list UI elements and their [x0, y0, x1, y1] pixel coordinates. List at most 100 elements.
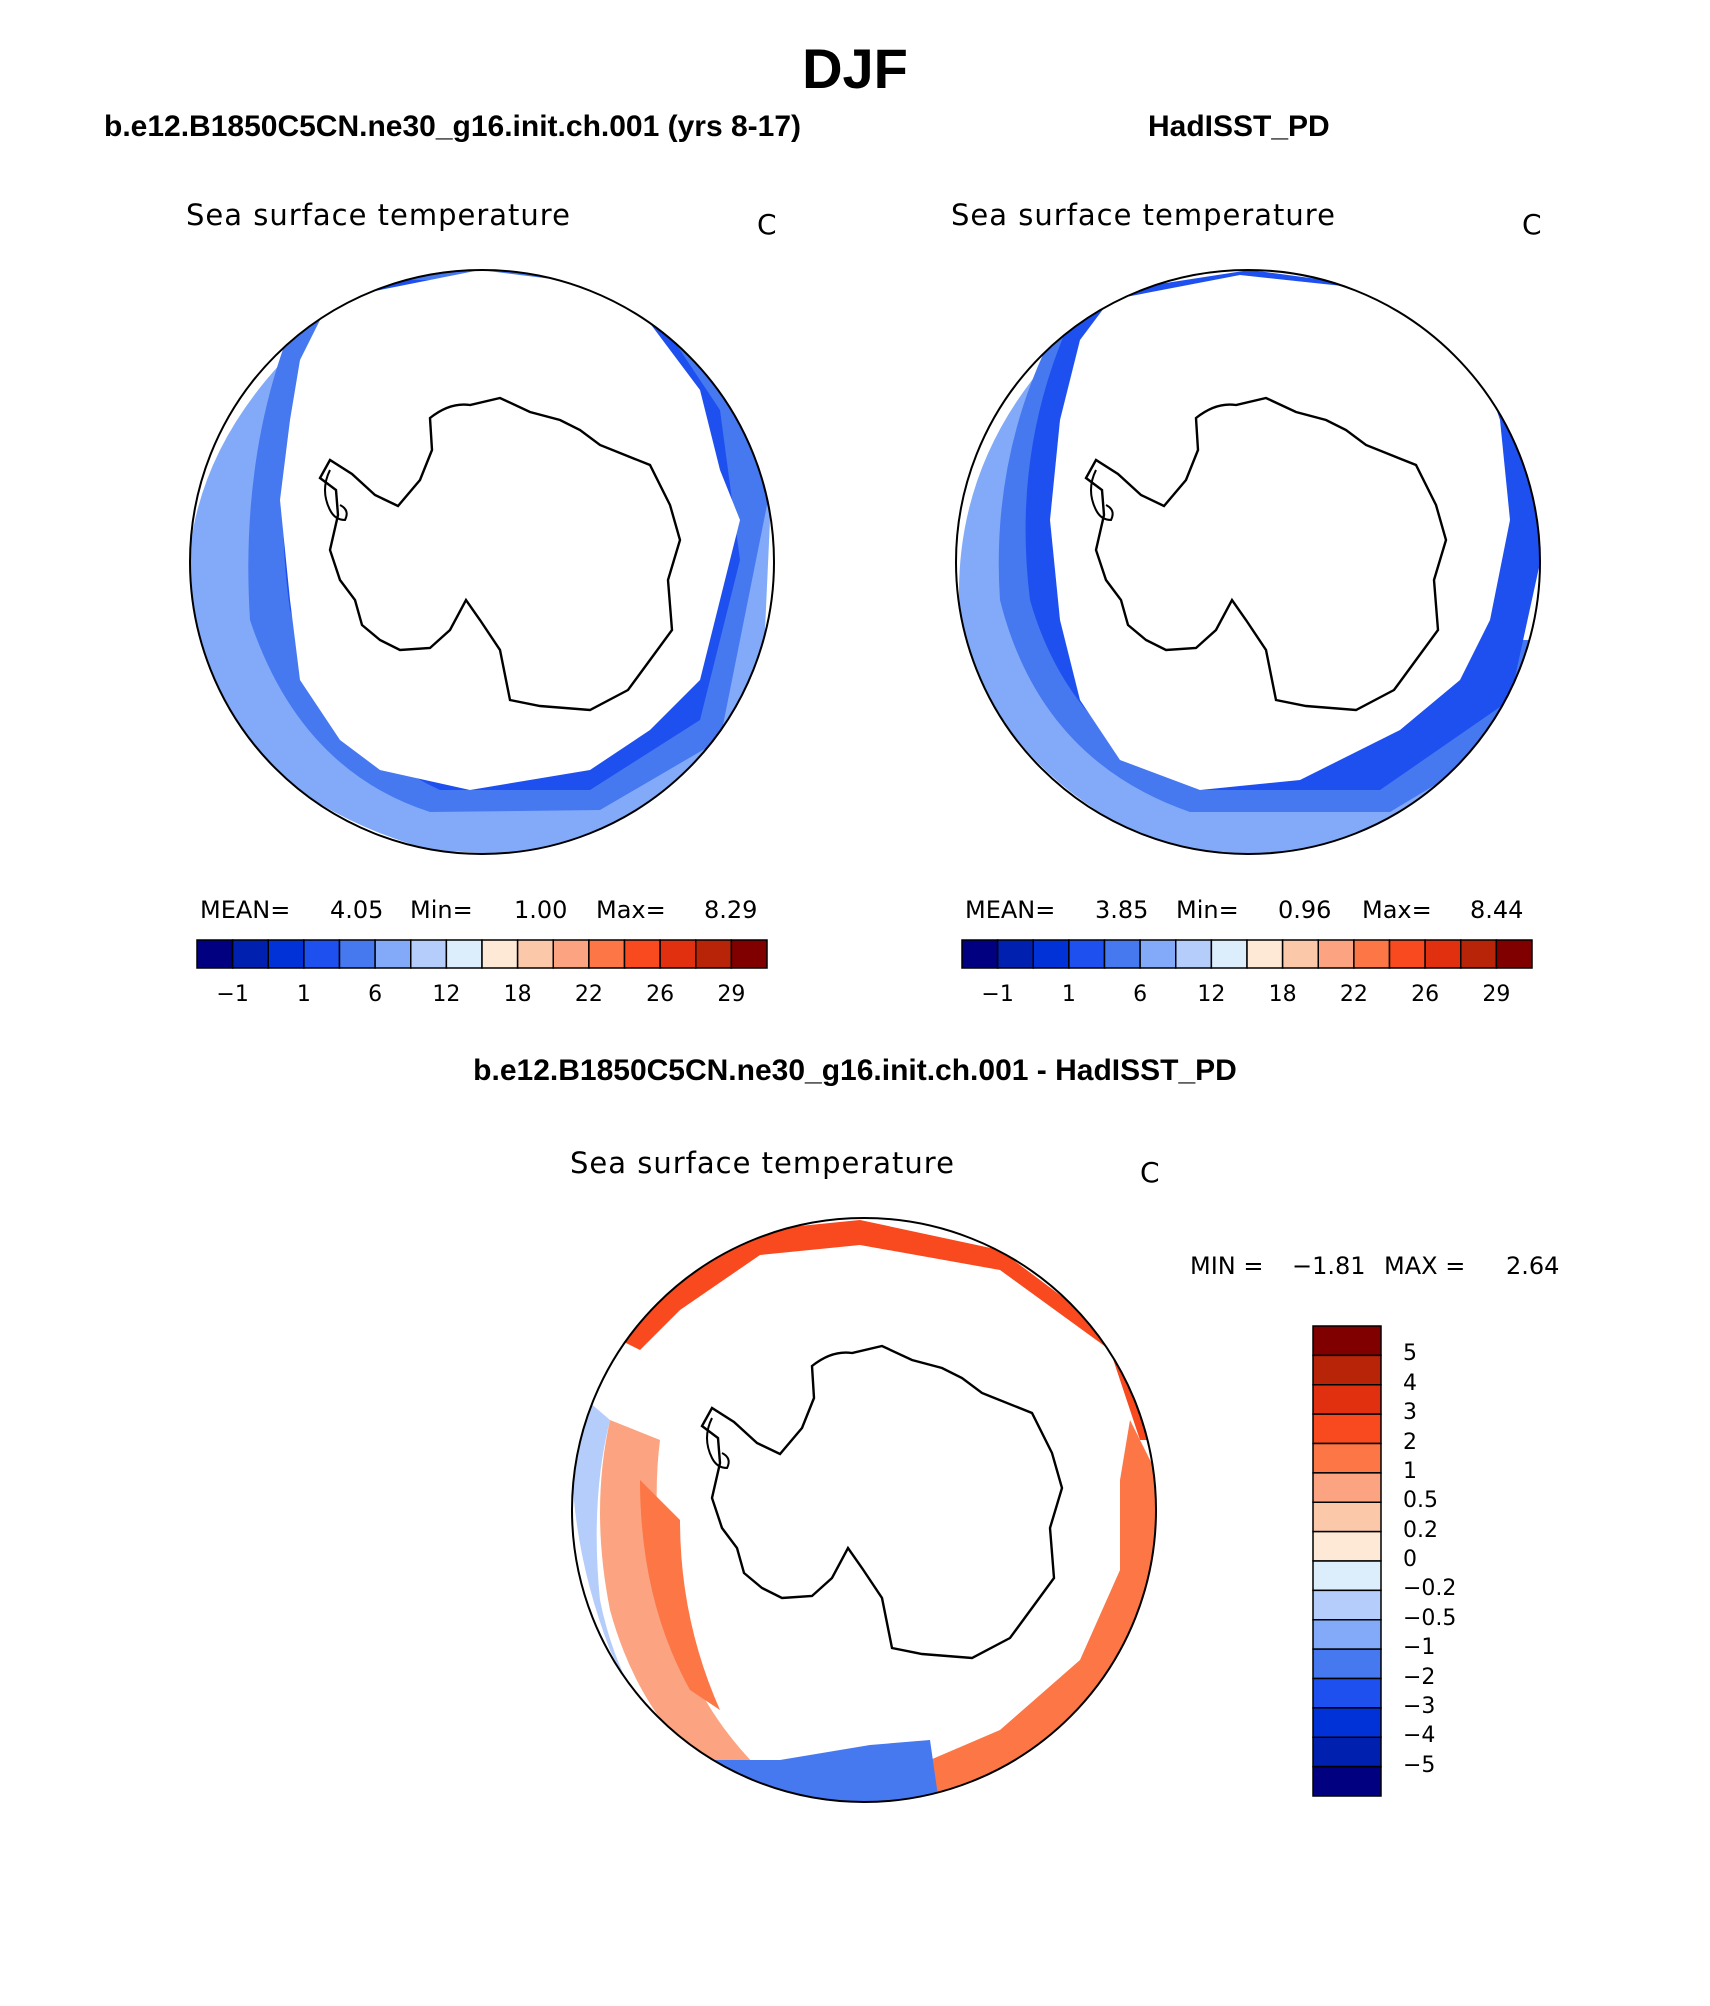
model-colorbar-box — [374, 939, 412, 969]
obs-ice-region — [1050, 275, 1510, 790]
model-colorbar-box — [695, 939, 733, 969]
model-colorbar-tick-label: 29 — [717, 982, 746, 1007]
obs-colorbar — [961, 939, 1533, 969]
difference-colorbar-box — [1312, 1384, 1382, 1415]
obs-min-value: 0.96 — [1278, 896, 1332, 924]
obs-units-label: C — [1522, 208, 1542, 241]
obs-colorbar-box — [1353, 939, 1391, 969]
model-colorbar-tick-label: 6 — [368, 982, 383, 1007]
difference-colorbar-box — [1312, 1707, 1382, 1738]
model-variable-label: Sea surface temperature — [186, 198, 571, 232]
model-map-border — [189, 269, 775, 855]
obs-colorbar-tick-label: 18 — [1268, 982, 1297, 1007]
obs-colorbar-box — [1068, 939, 1106, 969]
obs-colorbar-tick-label: 22 — [1339, 982, 1368, 1007]
difference-colorbar-box — [1312, 1619, 1382, 1650]
obs-colorbar-box — [996, 939, 1034, 969]
model-colorbar-box — [730, 939, 768, 969]
difference-map-border — [571, 1217, 1157, 1803]
difference-colorbar-box — [1312, 1765, 1382, 1797]
diff-warm-west — [600, 1420, 760, 1780]
obs-min-label: Min= — [1176, 896, 1239, 924]
difference-colorbar-box — [1312, 1472, 1382, 1503]
obs-peninsula-outline — [1090, 469, 1114, 522]
difference-colorbar-tick-label: 0 — [1403, 1547, 1417, 1572]
model-colorbar-box — [659, 939, 697, 969]
difference-colorbar-tick-label: 3 — [1403, 1400, 1417, 1426]
model-antarctica-outline — [318, 396, 682, 712]
model-sst-map — [189, 269, 775, 855]
obs-panel-title: HadISST_PD — [1148, 110, 1330, 143]
model-mean-value: 4.05 — [330, 896, 384, 924]
difference-colorbar-box — [1312, 1648, 1382, 1680]
difference-title: b.e12.B1850C5CN.ne30_g16.init.ch.001 - H… — [473, 1054, 1237, 1087]
diff-warm-band-east — [930, 1420, 1156, 1802]
obs-colorbar-box — [1317, 939, 1355, 969]
obs-colorbar-box — [1460, 939, 1498, 969]
model-colorbar-box — [410, 939, 448, 969]
model-colorbar-box — [623, 939, 661, 969]
difference-colorbar-tick-label: 0.2 — [1403, 1517, 1438, 1543]
obs-colorbar-tick-label: 26 — [1411, 982, 1440, 1007]
obs-mean-label: MEAN= — [965, 896, 1056, 924]
difference-colorbar-tick-label: 4 — [1403, 1370, 1417, 1396]
model-colorbar-box — [588, 939, 626, 969]
difference-colorbar-box — [1312, 1589, 1382, 1621]
model-colorbar-box — [303, 939, 341, 969]
difference-colorbar-box — [1312, 1354, 1382, 1386]
model-colorbar-box — [231, 939, 269, 969]
model-colorbar-tick-label: 1 — [296, 982, 311, 1007]
difference-colorbar-box — [1312, 1442, 1382, 1474]
difference-colorbar-box — [1312, 1501, 1382, 1533]
difference-colorbar-box — [1312, 1560, 1382, 1592]
diff-units-label: C — [1140, 1156, 1160, 1189]
difference-colorbar-tick-label: 1 — [1403, 1458, 1417, 1484]
obs-mean-value: 3.85 — [1095, 896, 1149, 924]
obs-colorbar-box — [1495, 939, 1533, 969]
model-min-label: Min= — [410, 896, 473, 924]
obs-max-label: Max= — [1362, 896, 1432, 924]
obs-colorbar-box — [1139, 939, 1177, 969]
diff-max-value: 2.64 — [1506, 1252, 1560, 1280]
difference-colorbar-box — [1312, 1530, 1382, 1562]
model-colorbar-tick-label: 18 — [503, 982, 532, 1007]
diff-peninsula-outline — [706, 1417, 730, 1470]
difference-colorbar-tick-label: −5 — [1403, 1752, 1436, 1778]
difference-colorbar-tick-label: 5 — [1403, 1341, 1417, 1367]
model-colorbar-box — [516, 939, 554, 969]
difference-colorbar-tick-label: −1 — [1403, 1635, 1436, 1661]
model-min-value: 1.00 — [514, 896, 568, 924]
diff-warm-west-core — [640, 1480, 720, 1710]
diff-cool-south — [700, 1740, 940, 1802]
diff-max-label: MAX = — [1384, 1252, 1466, 1280]
diff-min-value: −1.81 — [1292, 1252, 1366, 1280]
model-colorbar-tick-label: 22 — [574, 982, 603, 1007]
model-colorbar-box — [552, 939, 590, 969]
model-colorbar-tick-label: −1 — [216, 982, 249, 1007]
obs-colorbar-tick-label: 29 — [1482, 982, 1511, 1007]
model-colorbar — [196, 939, 768, 969]
diff-warm-band-north — [620, 1220, 1156, 1440]
model-max-label: Max= — [596, 896, 666, 924]
obs-colorbar-tick-label: 6 — [1133, 982, 1148, 1007]
model-colorbar-tick-label: 12 — [432, 982, 461, 1007]
difference-colorbar-box — [1312, 1325, 1382, 1357]
model-panel-title: b.e12.B1850C5CN.ne30_g16.init.ch.001 (yr… — [104, 110, 802, 143]
difference-colorbar-tick-label: −3 — [1403, 1693, 1436, 1719]
model-peninsula-outline — [324, 469, 348, 522]
model-mean-label: MEAN= — [200, 896, 291, 924]
diff-min-label: MIN = — [1190, 1252, 1264, 1280]
difference-colorbar — [1312, 1325, 1382, 1797]
difference-colorbar-box — [1312, 1413, 1382, 1445]
obs-colorbar-box — [1210, 939, 1248, 969]
obs-colorbar-tick-label: 1 — [1061, 982, 1076, 1007]
obs-colorbar-box — [961, 939, 999, 969]
difference-colorbar-tick-label: −2 — [1403, 1664, 1436, 1690]
obs-colorbar-box — [1246, 939, 1284, 969]
difference-sst-map — [571, 1217, 1157, 1803]
model-units-label: C — [757, 208, 777, 241]
difference-colorbar-tick-label: 2 — [1403, 1429, 1417, 1455]
diff-antarctica-outline — [700, 1344, 1064, 1660]
obs-colorbar-box — [1103, 939, 1141, 969]
